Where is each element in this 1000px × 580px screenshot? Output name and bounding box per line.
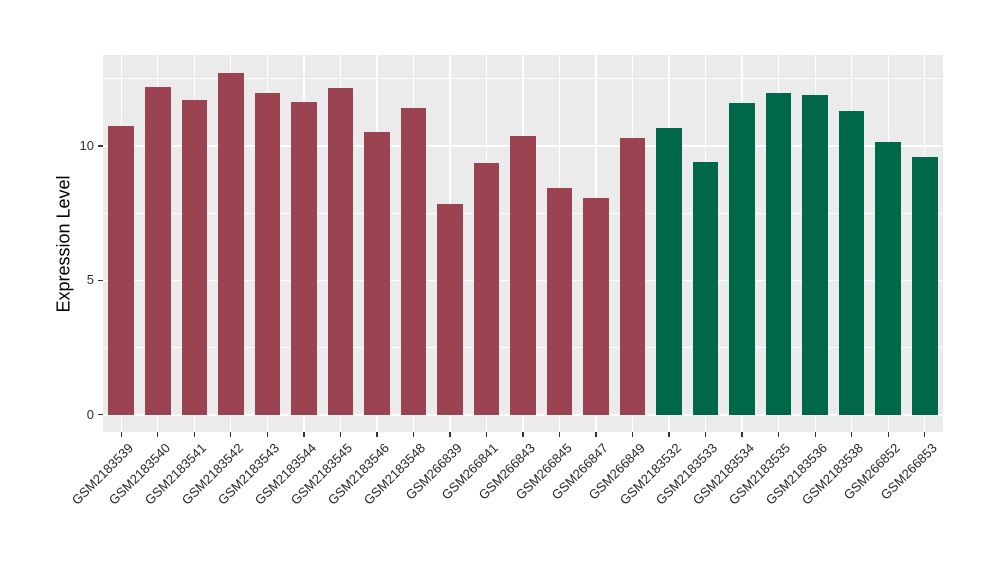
y-tick-mark — [98, 145, 103, 147]
x-tick-mark — [778, 432, 780, 437]
y-tick-label: 10 — [79, 137, 94, 153]
x-tick-mark — [741, 432, 743, 437]
y-minor-gridline — [103, 78, 943, 80]
bar-GSM2183543 — [254, 93, 281, 415]
x-tick-mark — [668, 432, 670, 437]
bar-GSM2183536 — [802, 94, 828, 415]
bar-GSM2183540 — [145, 86, 171, 415]
x-tick-mark — [266, 432, 268, 437]
x-tick-mark — [339, 432, 342, 437]
x-tick-mark — [704, 432, 707, 437]
bar-GSM2183548 — [400, 108, 427, 415]
x-tick-mark — [157, 432, 159, 437]
x-tick-mark — [522, 432, 524, 437]
x-tick-mark — [303, 432, 305, 437]
bar-GSM266849 — [619, 137, 646, 415]
x-tick-mark — [851, 432, 853, 437]
bar-GSM266847 — [583, 198, 609, 415]
x-tick-mark — [230, 432, 232, 437]
x-tick-mark — [412, 432, 415, 437]
x-tick-mark — [558, 432, 561, 437]
bar-GSM2183539 — [108, 125, 135, 415]
y-tick-mark — [98, 414, 103, 416]
bar-GSM266841 — [473, 163, 500, 415]
x-tick-mark — [595, 432, 597, 437]
bar-GSM2183542 — [218, 73, 244, 415]
y-tick-label: 5 — [86, 272, 94, 288]
x-tick-mark — [120, 432, 122, 437]
x-tick-mark — [631, 432, 634, 437]
bar-GSM2183545 — [327, 88, 354, 415]
y-major-gridline — [103, 414, 943, 416]
bar-GSM2183538 — [838, 110, 865, 415]
bar-GSM2183544 — [291, 101, 317, 415]
x-tick-mark — [814, 432, 816, 437]
bar-GSM266852 — [875, 141, 901, 415]
x-tick-mark — [376, 432, 378, 437]
y-axis-title: Expression Level — [53, 174, 74, 313]
y-tick-mark — [98, 279, 103, 281]
bar-GSM2183534 — [729, 102, 755, 415]
x-tick-mark — [924, 432, 926, 437]
bar-GSM2183546 — [364, 132, 390, 415]
plot-panel — [103, 55, 943, 432]
bar-GSM266853 — [911, 156, 938, 415]
bar-GSM266845 — [546, 187, 573, 415]
bar-GSM2183533 — [692, 162, 719, 415]
bar-GSM266839 — [437, 203, 463, 415]
bar-GSM2183535 — [765, 93, 792, 415]
bar-GSM266843 — [510, 136, 536, 415]
bar-GSM2183532 — [656, 128, 682, 415]
x-tick-mark — [449, 432, 451, 437]
bar-GSM2183541 — [181, 100, 208, 415]
x-tick-mark — [485, 432, 488, 437]
x-tick-mark — [887, 432, 889, 437]
y-tick-label: 0 — [86, 406, 94, 422]
x-tick-mark — [193, 432, 195, 437]
